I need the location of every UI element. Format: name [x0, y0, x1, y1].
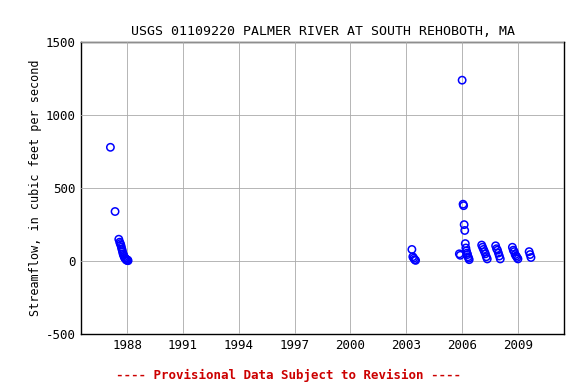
Point	[462, 248, 471, 254]
Point	[510, 248, 519, 255]
Point	[492, 246, 501, 252]
Point	[106, 144, 115, 151]
Point	[464, 254, 473, 260]
Point	[477, 242, 486, 248]
Point	[525, 248, 534, 255]
Point	[111, 209, 120, 215]
Point	[461, 240, 470, 247]
Point	[461, 245, 471, 251]
Point	[511, 253, 521, 259]
Point	[481, 251, 490, 257]
Point	[459, 203, 468, 209]
Point	[120, 255, 130, 261]
Point	[409, 255, 418, 261]
Point	[464, 255, 473, 261]
Point	[121, 255, 130, 262]
Point	[463, 250, 472, 256]
Point	[494, 250, 503, 256]
Point	[463, 252, 472, 258]
Point	[123, 258, 132, 264]
Point	[114, 236, 123, 242]
Point	[122, 256, 131, 262]
Point	[117, 244, 126, 250]
Point	[408, 254, 418, 260]
Point	[509, 247, 518, 253]
Point	[460, 227, 469, 233]
Point	[120, 254, 129, 260]
Point	[513, 255, 522, 261]
Point	[508, 244, 517, 250]
Point	[119, 251, 128, 257]
Point	[525, 252, 535, 258]
Point	[122, 257, 131, 263]
Point	[526, 255, 536, 261]
Point	[118, 247, 127, 253]
Point	[454, 251, 464, 257]
Point	[479, 247, 488, 253]
Point	[123, 257, 132, 263]
Point	[116, 242, 126, 248]
Point	[496, 256, 505, 262]
Y-axis label: Streamflow, in cubic feet per second: Streamflow, in cubic feet per second	[29, 60, 41, 316]
Point	[510, 252, 520, 258]
Text: ---- Provisional Data Subject to Revision ----: ---- Provisional Data Subject to Revisio…	[116, 369, 460, 382]
Point	[118, 248, 127, 255]
Point	[116, 240, 125, 247]
Point	[457, 77, 467, 83]
Title: USGS 01109220 PALMER RIVER AT SOUTH REHOBOTH, MA: USGS 01109220 PALMER RIVER AT SOUTH REHO…	[131, 25, 514, 38]
Point	[513, 256, 522, 262]
Point	[458, 201, 468, 207]
Point	[122, 257, 131, 263]
Point	[465, 257, 474, 263]
Point	[480, 248, 489, 255]
Point	[460, 222, 469, 228]
Point	[495, 253, 504, 259]
Point	[478, 244, 487, 250]
Point	[410, 257, 419, 263]
Point	[482, 254, 491, 260]
Point	[407, 247, 416, 253]
Point	[456, 252, 465, 258]
Point	[115, 239, 124, 245]
Point	[483, 256, 492, 262]
Point	[119, 252, 128, 258]
Point	[493, 247, 502, 253]
Point	[491, 243, 500, 249]
Point	[411, 257, 420, 263]
